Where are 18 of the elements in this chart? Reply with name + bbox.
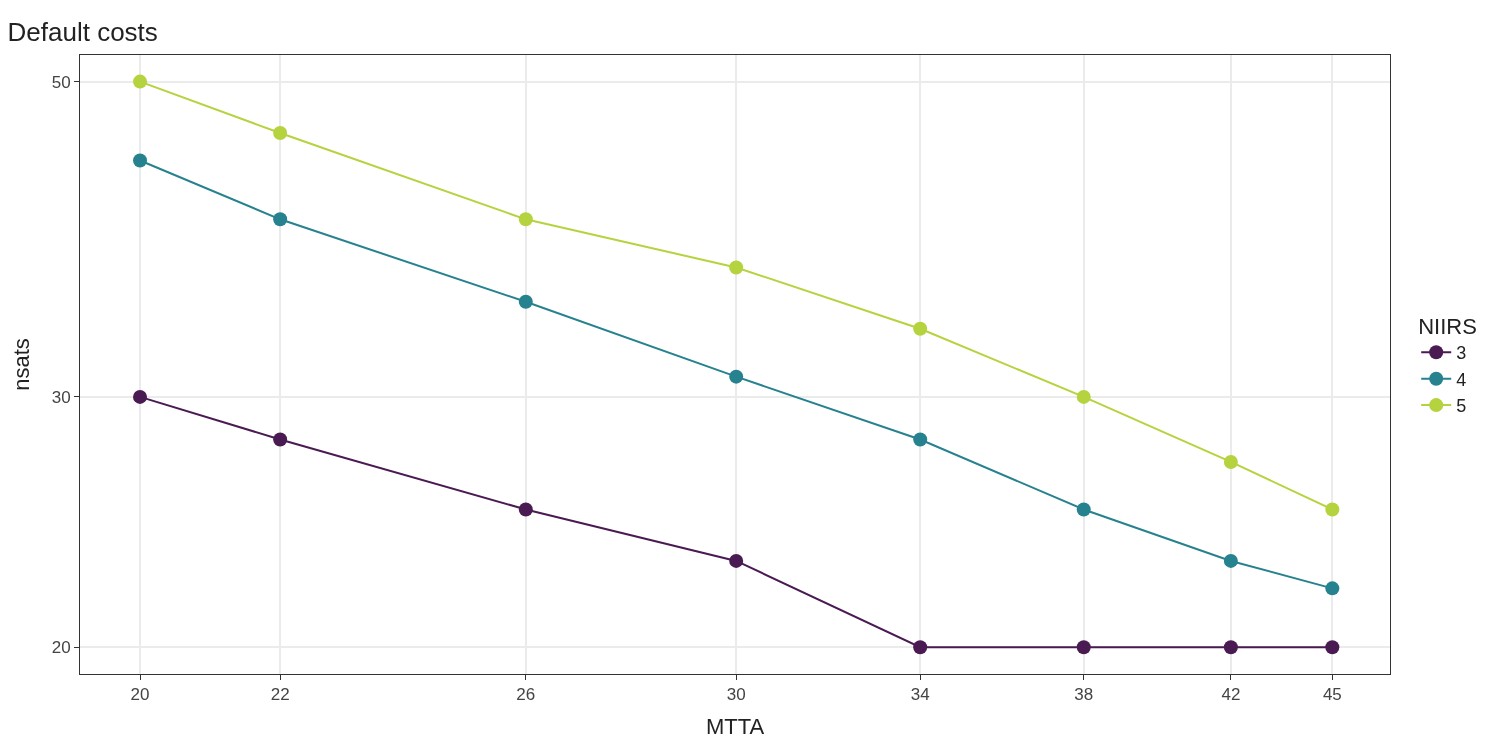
y-tick-label: 30 [51, 387, 71, 407]
legend-label: 3 [1456, 343, 1467, 364]
x-tick-label: 22 [270, 685, 290, 705]
y-axis-title: nsats [9, 338, 35, 391]
legend-title: NIIRS [1418, 314, 1477, 340]
x-axis-title: MTTA [705, 714, 765, 740]
x-tick-label: 42 [1221, 685, 1241, 705]
x-tick-label: 38 [1074, 685, 1094, 705]
legend-label: 5 [1456, 396, 1467, 417]
y-tick-label: 20 [51, 638, 71, 658]
chart-title: Default costs [7, 16, 158, 47]
x-tick-label: 30 [726, 685, 746, 705]
x-tick-label: 45 [1322, 685, 1342, 705]
x-tick-label: 20 [130, 685, 150, 705]
x-tick-label: 26 [516, 685, 536, 705]
x-tick-label: 34 [910, 685, 930, 705]
legend-label: 4 [1456, 369, 1467, 390]
y-tick-label: 50 [51, 72, 71, 92]
